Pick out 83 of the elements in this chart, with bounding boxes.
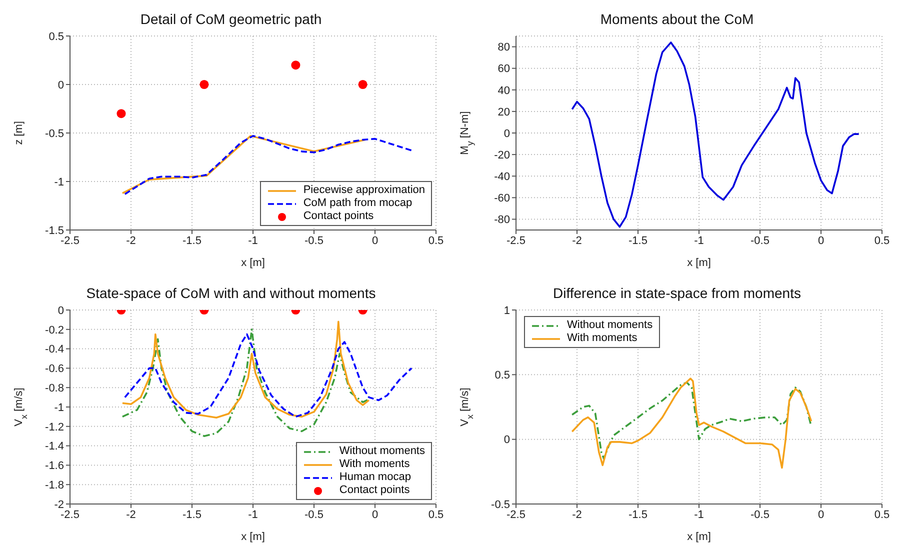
y-tick-label: 1 xyxy=(504,304,510,317)
x-tick-label: -2.5 xyxy=(60,508,80,521)
y-tick-label: 0 xyxy=(58,304,64,317)
x-tick-label: -1.5 xyxy=(628,508,648,521)
legend-label: With moments xyxy=(339,458,410,471)
y-tick-label: -1.5 xyxy=(45,224,64,237)
chart-title: Moments about the CoM xyxy=(599,10,755,29)
x-tick-label: 0 xyxy=(818,508,824,521)
y-tick-label: 0 xyxy=(58,79,64,92)
x-tick-label: -0.5 xyxy=(304,508,324,521)
y-tick-label: -0.5 xyxy=(491,498,510,511)
y-tick-label: -1 xyxy=(54,176,64,188)
x-tick-label: -0.5 xyxy=(750,234,770,247)
x-axis-title: x [m] xyxy=(241,531,265,543)
x-tick-label: -2.5 xyxy=(60,234,80,247)
x-tick-label: -1.5 xyxy=(628,234,648,247)
x-tick-label: -2.5 xyxy=(506,508,526,521)
legend-label: Piecewise approximation xyxy=(303,184,425,197)
y-tick-label: 0 xyxy=(504,434,510,446)
x-tick-label: 0.5 xyxy=(874,234,890,247)
x-tick-label: 0.5 xyxy=(428,508,444,521)
legend-label: Human mocap xyxy=(339,471,411,484)
line-series xyxy=(571,42,860,228)
y-tick-label: 0.5 xyxy=(494,370,510,382)
chart-title: Difference in state-space from moments xyxy=(552,284,802,303)
y-tick-label: 0.5 xyxy=(48,30,64,43)
y-tick-label: -1.6 xyxy=(45,460,64,472)
x-tick-label: -1.5 xyxy=(182,508,202,521)
x-tick-label: -2 xyxy=(126,508,136,521)
y-tick-label: -1 xyxy=(54,402,64,414)
chart-title: State-space of CoM with and without moments xyxy=(85,284,377,303)
y-tick-label: -80 xyxy=(494,214,510,226)
legend-label: Without moments xyxy=(567,319,653,332)
x-tick-label: 0.5 xyxy=(428,234,444,247)
x-tick-label: 0 xyxy=(372,508,378,521)
x-tick-label: 0 xyxy=(372,234,378,247)
y-tick-label: -0.6 xyxy=(45,363,64,376)
legend-label: With moments xyxy=(567,332,638,345)
y-tick-label: -0.8 xyxy=(45,382,64,395)
legend-label: Contact points xyxy=(339,484,410,497)
x-tick-label: -2 xyxy=(572,234,582,247)
x-axis-title: x [m] xyxy=(687,257,711,269)
y-tick-label: 80 xyxy=(498,42,510,54)
y-tick-label: -40 xyxy=(494,171,510,184)
x-tick-label: -2.5 xyxy=(506,234,526,247)
y-tick-label: -0.5 xyxy=(45,128,64,140)
x-tick-label: -1 xyxy=(248,234,258,247)
x-tick-label: -0.5 xyxy=(304,234,324,247)
x-tick-label: -1.5 xyxy=(182,234,202,247)
y-tick-label: -0.4 xyxy=(45,344,64,356)
line-series xyxy=(122,328,370,437)
y-tick-label: -60 xyxy=(494,192,510,205)
y-tick-label: -20 xyxy=(494,149,510,162)
legend-label: CoM path from mocap xyxy=(303,197,412,210)
y-tick-label: 0 xyxy=(504,128,510,140)
legend-label: Without moments xyxy=(339,445,425,458)
x-tick-label: -2 xyxy=(572,508,582,521)
x-tick-label: -2 xyxy=(126,234,136,247)
line-series xyxy=(122,320,370,419)
line-series xyxy=(124,333,412,418)
y-tick-label: -0.2 xyxy=(45,324,64,336)
y-tick-label: 20 xyxy=(498,106,510,118)
y-tick-label: -1.2 xyxy=(45,421,64,434)
x-axis-title: x [m] xyxy=(687,531,711,543)
x-tick-label: -1 xyxy=(694,234,704,247)
y-tick-label: 40 xyxy=(498,84,510,97)
point xyxy=(358,80,368,90)
point xyxy=(200,80,209,90)
y-tick-label: 60 xyxy=(498,63,510,76)
y-axis-title: z [m] xyxy=(13,121,25,145)
chart-title: Detail of CoM geometric path xyxy=(139,10,323,29)
y-tick-label: -1.8 xyxy=(45,480,64,492)
y-tick-label: -1.4 xyxy=(45,440,64,453)
legend-label: Contact points xyxy=(303,210,374,223)
x-tick-label: 0 xyxy=(818,234,824,247)
x-tick-label: -1 xyxy=(694,508,704,521)
x-tick-label: -0.5 xyxy=(750,508,770,521)
x-axis-title: x [m] xyxy=(241,257,265,269)
x-tick-label: 0.5 xyxy=(874,508,890,521)
x-tick-label: -1 xyxy=(248,508,258,521)
point xyxy=(116,109,126,118)
y-tick-label: -2 xyxy=(54,498,64,511)
point xyxy=(291,60,300,70)
